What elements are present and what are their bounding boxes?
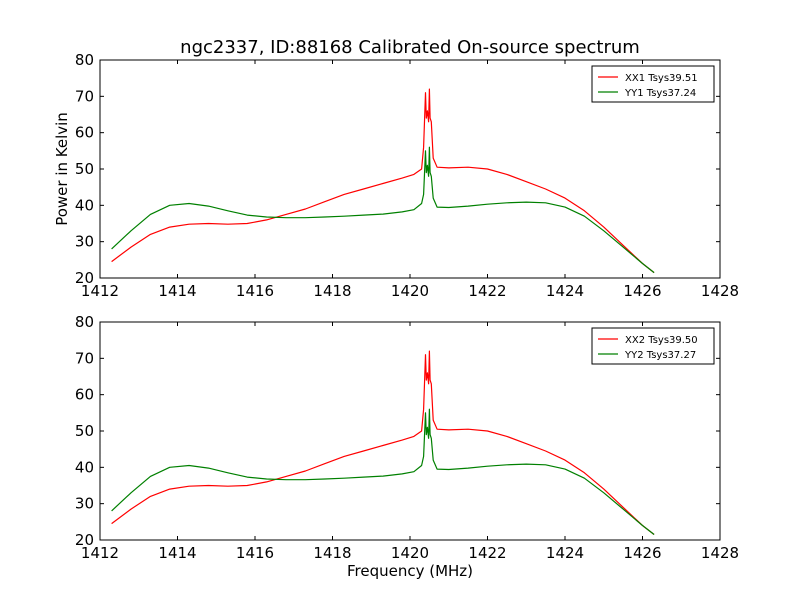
- y-tick-label: 80: [75, 51, 94, 69]
- x-axis-label: Frequency (MHz): [347, 562, 473, 580]
- x-tick-label: 1414: [158, 282, 196, 300]
- series-line-yy: [111, 146, 655, 274]
- series-line-xx: [111, 88, 655, 274]
- legend: XX2 Tsys39.50 YY2 Tsys37.27: [591, 327, 715, 365]
- series-line-xx: [111, 350, 655, 535]
- legend-box: [591, 327, 715, 365]
- y-tick-label: 20: [75, 269, 94, 287]
- y-tick-label: 40: [75, 196, 94, 214]
- x-tick-label: 1412: [81, 282, 119, 300]
- x-tick-label: 1426: [623, 282, 661, 300]
- y-tick-label: 50: [75, 422, 94, 440]
- x-tick-label: 1424: [546, 282, 584, 300]
- legend-entry-label: YY2 Tsys37.27: [624, 350, 696, 361]
- x-tick-label: 1424: [546, 544, 584, 562]
- y-tick-label: 50: [75, 160, 94, 178]
- y-tick-label: 20: [75, 531, 94, 549]
- x-tick-label: 1414: [158, 544, 196, 562]
- x-tick-label: 1420: [391, 544, 429, 562]
- legend-entry-label: XX2 Tsys39.50: [625, 335, 698, 346]
- y-tick-label: 40: [75, 458, 94, 476]
- x-tick-label: 1428: [701, 282, 739, 300]
- y-tick-label: 60: [75, 124, 94, 142]
- legend-entry-label: XX1 Tsys39.51: [625, 73, 698, 84]
- y-tick-label: 70: [75, 87, 94, 105]
- x-tick-label: 1426: [623, 544, 661, 562]
- x-tick-label: 1418: [313, 282, 351, 300]
- x-tick-label: 1416: [236, 282, 274, 300]
- x-tick-label: 1416: [236, 544, 274, 562]
- x-tick-label: 1420: [391, 282, 429, 300]
- y-tick-label: 30: [75, 233, 94, 251]
- x-tick-label: 1422: [468, 282, 506, 300]
- x-tick-label: 1428: [701, 544, 739, 562]
- y-tick-label: 80: [75, 313, 94, 331]
- legend: XX1 Tsys39.51 YY1 Tsys37.24: [591, 65, 715, 103]
- legend-entry-label: YY1 Tsys37.24: [624, 88, 696, 99]
- y-tick-label: 60: [75, 386, 94, 404]
- x-tick-label: 1422: [468, 544, 506, 562]
- y-tick-label: 30: [75, 495, 94, 513]
- y-axis-label: Power in Kelvin: [53, 112, 71, 226]
- top-subplot: 1412 1414 1416 1418 1420 1422 1424 1426 1428 20 30…: [75, 51, 739, 300]
- figure-title: ngc2337, ID:88168 Calibrated On-source s…: [180, 37, 640, 58]
- legend-box: [591, 65, 715, 103]
- x-tick-label: 1418: [313, 544, 351, 562]
- series-line-yy: [111, 408, 655, 535]
- bottom-subplot: 1412 1414 1416 1418 1420 1422 1424 1426 1428 20 30…: [75, 313, 739, 562]
- x-tick-label: 1412: [81, 544, 119, 562]
- y-tick-label: 70: [75, 349, 94, 367]
